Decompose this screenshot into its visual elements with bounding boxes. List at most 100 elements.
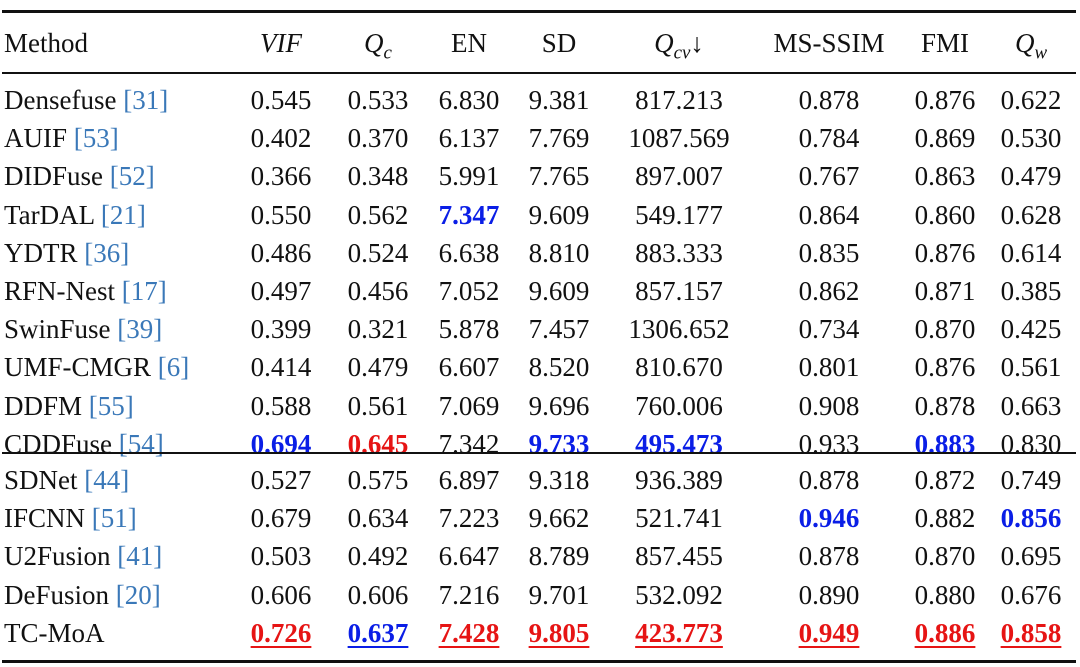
value-cell: 0.886 xyxy=(904,615,986,651)
value-cell: 0.870 xyxy=(904,311,986,347)
metric-value: 549.177 xyxy=(635,199,723,230)
method-name: DIDFuse xyxy=(4,161,110,192)
value-cell: 0.933 xyxy=(754,426,904,462)
value-cell: 0.830 xyxy=(986,426,1076,462)
table-row: YDTR [36] 0.486 0.524 6.638 8.810 883.333 0.83… xyxy=(0,235,1080,271)
method-cell: CDDFuse [54] xyxy=(4,426,234,462)
value-cell: 0.606 xyxy=(332,577,424,613)
group-separator-rule xyxy=(2,452,1076,454)
metric-value: 0.767 xyxy=(798,161,860,192)
metric-value: 0.871 xyxy=(914,276,976,306)
method-cell: AUIF [53] xyxy=(4,120,234,156)
value-cell: 0.869 xyxy=(904,120,986,156)
value-cell: 7.347 xyxy=(424,197,514,233)
metric-value: 8.520 xyxy=(528,352,590,383)
metric-value: 7.457 xyxy=(528,314,590,345)
method-name: SwinFuse xyxy=(4,314,118,345)
method-cell: UMF-CMGR [6] xyxy=(4,349,234,385)
metric-value: 0.479 xyxy=(1000,161,1062,192)
value-cell: 0.858 xyxy=(986,615,1076,651)
value-cell: 0.366 xyxy=(232,158,330,194)
citation-ref: [31] xyxy=(123,85,169,115)
metric-value: 0.385 xyxy=(1000,276,1062,306)
method-name: DDFM xyxy=(4,390,89,421)
citation-ref: [44] xyxy=(84,465,130,495)
metric-value: 521.741 xyxy=(635,503,723,534)
metric-value: 9.701 xyxy=(528,579,590,610)
value-cell: 0.871 xyxy=(904,273,986,309)
citation-ref: [52] xyxy=(109,161,155,192)
metric-value: 6.137 xyxy=(438,123,500,154)
metric-value: 0.550 xyxy=(250,199,312,230)
value-cell: 7.069 xyxy=(424,388,514,424)
value-cell: 936.389 xyxy=(604,462,754,498)
value-cell: 521.741 xyxy=(604,500,754,536)
metric-value: 9.609 xyxy=(528,276,590,306)
value-cell: 9.381 xyxy=(514,82,604,118)
method-cell: TarDAL [21] xyxy=(4,197,234,233)
metric-value: 0.545 xyxy=(250,85,312,115)
metric-value: 0.878 xyxy=(798,85,860,115)
value-cell: 0.726 xyxy=(232,615,330,651)
value-cell: 0.676 xyxy=(986,577,1076,613)
value-cell: 0.878 xyxy=(754,462,904,498)
metric-value: 0.645 xyxy=(347,428,409,459)
metric-value: 0.876 xyxy=(914,85,976,115)
metric-value: 0.679 xyxy=(250,503,312,534)
value-cell: 8.810 xyxy=(514,235,604,271)
metric-value: 857.455 xyxy=(635,541,723,572)
table-row: DeFusion [20] 0.606 0.606 7.216 9.701 532.092… xyxy=(0,577,1080,613)
value-cell: 9.733 xyxy=(514,426,604,462)
value-cell: 7.457 xyxy=(514,311,604,347)
method-name: TarDAL xyxy=(4,199,101,230)
metric-value: 0.606 xyxy=(347,579,409,610)
citation-ref: [36] xyxy=(84,237,130,268)
metric-value: 0.695 xyxy=(1000,541,1062,572)
value-cell: 5.991 xyxy=(424,158,514,194)
metric-value: 0.749 xyxy=(1000,465,1062,495)
metric-value: 0.524 xyxy=(347,237,409,268)
metric-value: 0.882 xyxy=(914,503,976,534)
method-cell: YDTR [36] xyxy=(4,235,234,271)
value-cell: 0.637 xyxy=(332,615,424,651)
value-cell: 0.562 xyxy=(332,197,424,233)
value-cell: 0.856 xyxy=(986,500,1076,536)
value-cell: 0.321 xyxy=(332,311,424,347)
value-cell: 0.784 xyxy=(754,120,904,156)
citation-ref: [17] xyxy=(121,276,167,306)
metric-value: 0.637 xyxy=(347,617,409,648)
method-cell: RFN-Nest [17] xyxy=(4,273,234,309)
bottom-rule xyxy=(2,660,1076,663)
value-cell: 9.701 xyxy=(514,577,604,613)
metric-value: 0.676 xyxy=(1000,579,1062,610)
citation-ref: [6] xyxy=(157,352,190,383)
value-cell: 9.609 xyxy=(514,273,604,309)
header-cell: Qw xyxy=(986,25,1076,62)
metric-value: 423.773 xyxy=(635,617,723,648)
value-cell: 7.342 xyxy=(424,426,514,462)
value-cell: 857.157 xyxy=(604,273,754,309)
value-cell: 0.399 xyxy=(232,311,330,347)
value-cell: 0.402 xyxy=(232,120,330,156)
metric-value: 7.216 xyxy=(438,579,500,610)
metric-value: 0.878 xyxy=(798,465,860,495)
metric-value: 0.530 xyxy=(1000,123,1062,154)
value-cell: 0.882 xyxy=(904,500,986,536)
value-cell: 549.177 xyxy=(604,197,754,233)
metric-value: 7.428 xyxy=(438,617,500,648)
metric-value: 817.213 xyxy=(635,85,723,115)
value-cell: 0.946 xyxy=(754,500,904,536)
header-cell: FMI xyxy=(904,25,986,61)
citation-ref: [20] xyxy=(115,579,161,610)
value-cell: 0.634 xyxy=(332,500,424,536)
metric-value: 0.864 xyxy=(798,199,860,230)
citation-ref: [21] xyxy=(100,199,146,230)
value-cell: 6.137 xyxy=(424,120,514,156)
value-cell: 0.880 xyxy=(904,577,986,613)
value-cell: 0.524 xyxy=(332,235,424,271)
metric-value: 6.647 xyxy=(438,541,500,572)
value-cell: 6.647 xyxy=(424,538,514,574)
value-cell: 9.696 xyxy=(514,388,604,424)
value-cell: 0.456 xyxy=(332,273,424,309)
metric-value: 0.933 xyxy=(798,428,860,459)
